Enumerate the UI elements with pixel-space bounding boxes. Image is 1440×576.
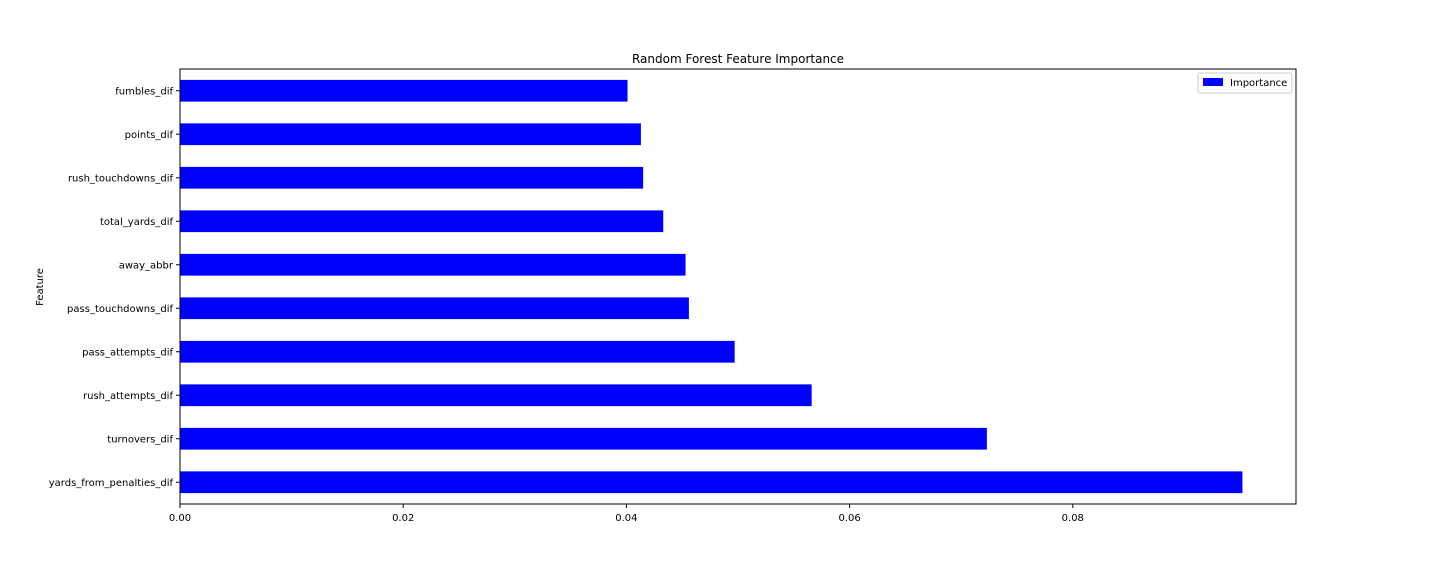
y-tick-label: rush_attempts_dif: [83, 391, 173, 402]
y-tick-label: rush_touchdowns_dif: [68, 173, 174, 184]
bar-rush-touchdowns-dif: [180, 166, 644, 189]
y-tick-label: total_yards_dif: [100, 217, 174, 228]
y-axis-title: Feature: [35, 268, 46, 306]
chart-title: Random Forest Feature Importance: [632, 52, 844, 66]
x-tick-label: 0.06: [838, 513, 860, 524]
bar-away-abbr: [180, 253, 686, 276]
bar-rush-attempts-dif: [180, 384, 812, 407]
y-tick-label: pass_attempts_dif: [82, 347, 173, 358]
y-tick-label: yards_from_penalties_dif: [49, 478, 174, 489]
bar-turnovers-dif: [180, 427, 987, 450]
y-tick-label: pass_touchdowns_dif: [67, 304, 173, 315]
bar-pass-touchdowns-dif: [180, 297, 689, 320]
x-axis: 0.00 0.02 0.04 0.06 0.08: [169, 504, 1084, 524]
bar-total-yards-dif: [180, 210, 664, 233]
x-tick-label: 0.00: [169, 513, 191, 524]
y-tick-label: away_abbr: [119, 260, 174, 271]
bar-points-dif: [180, 123, 641, 146]
x-tick-label: 0.02: [392, 513, 414, 524]
bars: [180, 79, 1243, 494]
bar-yards-from-penalties-dif: [180, 471, 1243, 494]
legend: Importance: [1197, 72, 1293, 94]
y-tick-label: turnovers_dif: [107, 434, 173, 445]
bar-fumbles-dif: [180, 79, 628, 102]
legend-swatch: [1203, 78, 1223, 86]
y-tick-label: fumbles_dif: [115, 86, 173, 97]
x-tick-label: 0.04: [615, 513, 637, 524]
bar-pass-attempts-dif: [180, 340, 735, 363]
x-tick-label: 0.08: [1062, 513, 1084, 524]
y-axis: yards_from_penalties_dif turnovers_dif rus…: [49, 86, 180, 489]
plot-frame: [179, 68, 1297, 505]
y-tick-label: points_dif: [125, 130, 174, 141]
legend-label: Importance: [1230, 78, 1287, 89]
